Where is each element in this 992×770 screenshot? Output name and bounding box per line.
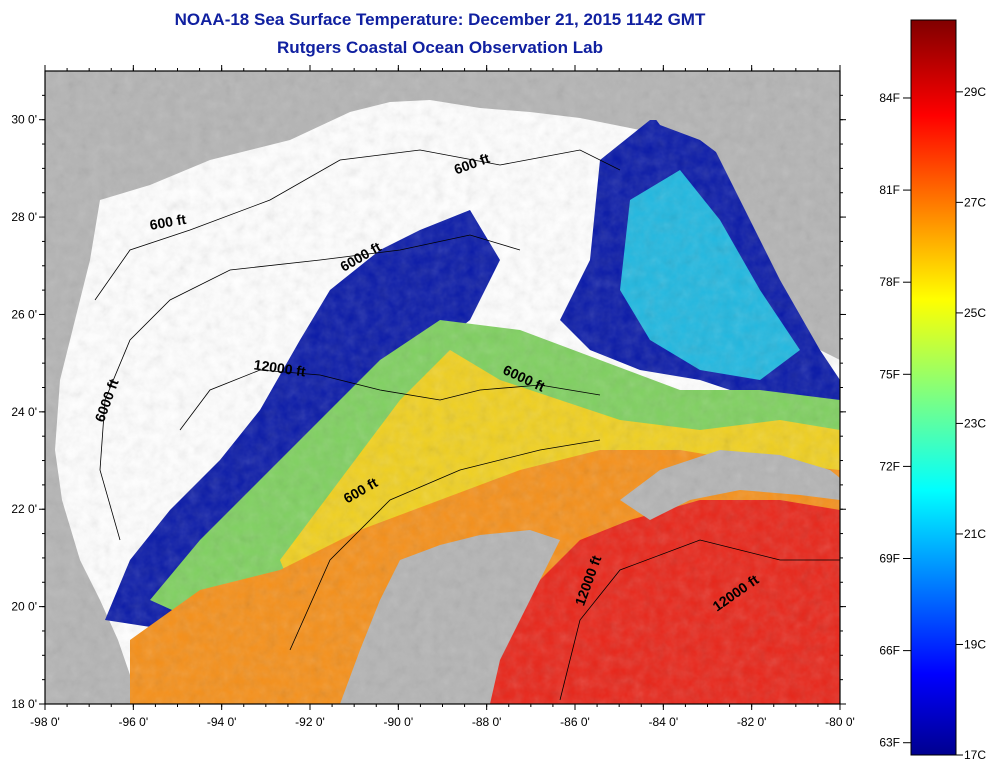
colorbar-f-label: 78F — [879, 275, 900, 289]
data-texture — [45, 71, 840, 704]
map-title: NOAA-18 Sea Surface Temperature: Decembe… — [174, 10, 706, 29]
lon-tick-label: -96 0' — [119, 715, 149, 729]
contour-label: 600 ft — [148, 211, 187, 233]
map-axes: -98 0' -96 0' -94 0' -92 0' -90 0' -88 0' -86 … — [11, 65, 855, 729]
lon-tick-label: -92 0' — [295, 715, 325, 729]
lat-tick-label: 18 0' — [11, 697, 37, 711]
lat-tick-label: 26 0' — [11, 307, 37, 321]
colorbar — [910, 19, 957, 756]
colorbar-c-label: 27C — [964, 195, 986, 209]
colorbar-labels: 84F 81F 78F 75F 72F 69F 66F 63F 29C 27C 25C 23C 21C 1… — [879, 85, 986, 762]
lat-tick-label: 28 0' — [11, 210, 37, 224]
colorbar-f-label: 84F — [879, 91, 900, 105]
colorbar-f-label: 72F — [879, 459, 900, 473]
lon-tick-label: -90 0' — [384, 715, 414, 729]
colorbar-f-label: 63F — [879, 736, 900, 750]
lon-tick-label: -82 0' — [737, 715, 767, 729]
map-subtitle: Rutgers Coastal Ocean Observation Lab — [277, 38, 603, 57]
lon-tick-label: -86 0' — [560, 715, 590, 729]
lon-tick-label: -98 0' — [30, 715, 60, 729]
contour-6000ft — [99, 234, 521, 541]
lon-tick-label: -88 0' — [472, 715, 502, 729]
lon-tick-label: -84 0' — [649, 715, 679, 729]
bathymetry-contours — [94, 149, 840, 701]
colorbar-c-label: 17C — [964, 748, 986, 762]
colorbar-f-label: 69F — [879, 552, 900, 566]
lat-tick-label: 30 0' — [11, 113, 37, 127]
contour-600ft — [94, 149, 621, 301]
contour-label: 12000 ft — [253, 356, 307, 379]
colorbar-c-label: 29C — [964, 85, 986, 99]
colorbar-f-label: 66F — [879, 644, 900, 658]
colorbar-c-label: 21C — [964, 527, 986, 541]
lat-tick-label: 24 0' — [11, 405, 37, 419]
colorbar-c-label: 25C — [964, 306, 986, 320]
lon-tick-label: -80 0' — [825, 715, 855, 729]
lat-tick-label: 20 0' — [11, 600, 37, 614]
colorbar-c-label: 19C — [964, 637, 986, 651]
contour-12000ft — [179, 369, 601, 431]
colorbar-f-label: 81F — [879, 183, 900, 197]
lon-tick-label: -94 0' — [207, 715, 237, 729]
contour-shelf-yucatan — [289, 439, 601, 651]
colorbar-f-label: 75F — [879, 367, 900, 381]
contour-caribbean — [559, 539, 840, 701]
lat-tick-label: 22 0' — [11, 502, 37, 516]
colorbar-c-label: 23C — [964, 416, 986, 430]
map-area — [45, 71, 840, 704]
